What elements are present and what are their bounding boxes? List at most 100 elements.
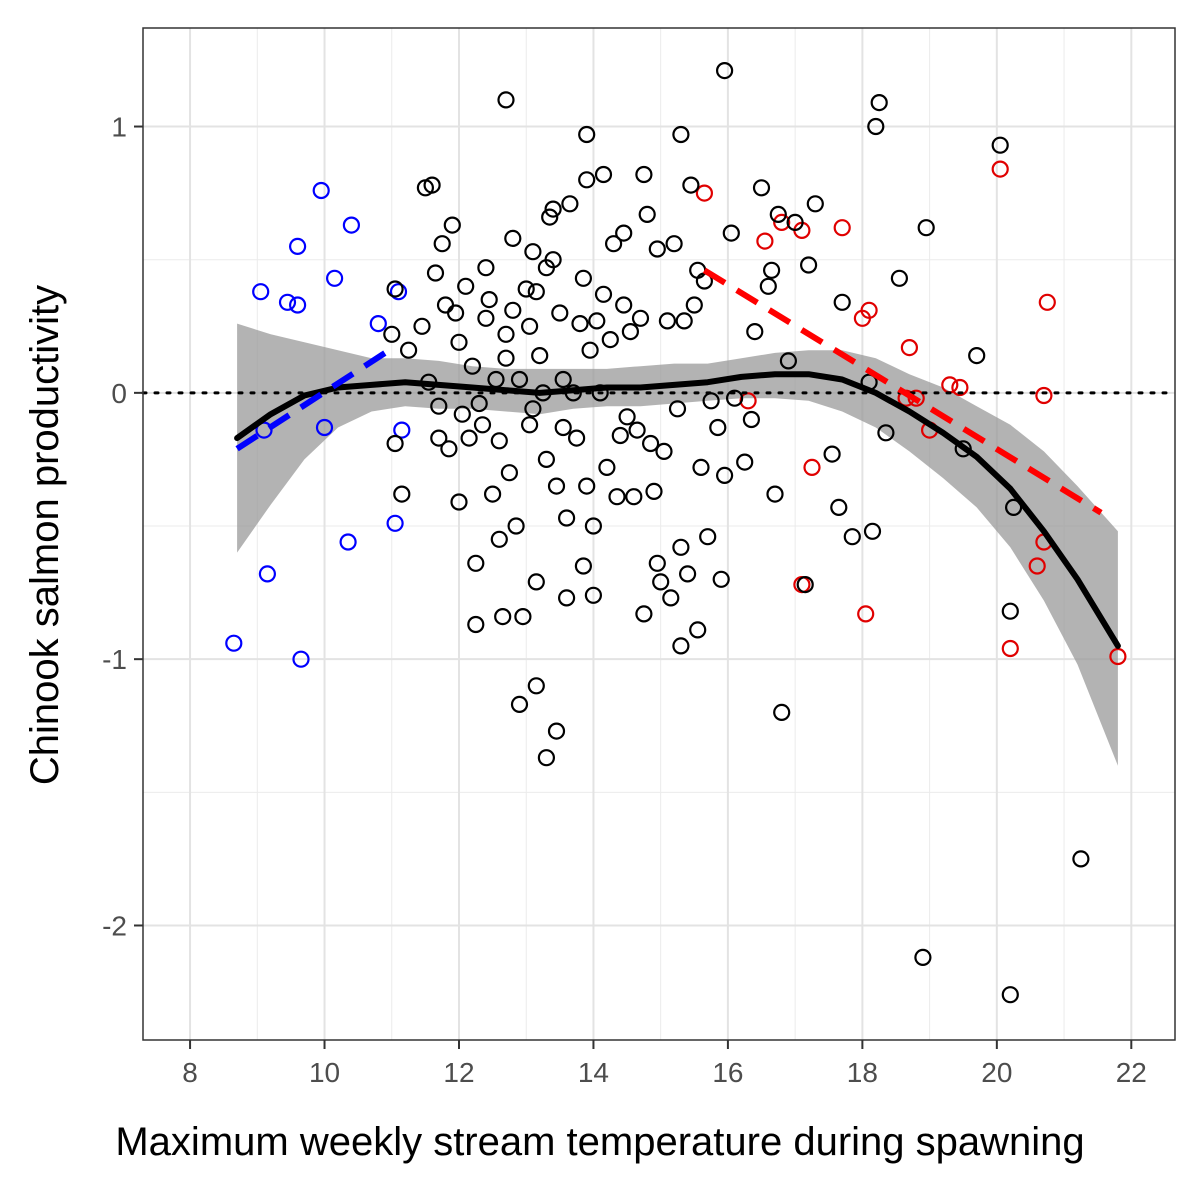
other-point <box>773 703 791 722</box>
confidence-band-layer <box>237 323 1118 766</box>
other-point <box>588 312 606 330</box>
other-point <box>484 485 502 503</box>
warm-point <box>991 160 1009 178</box>
cool-point <box>312 181 330 200</box>
other-point <box>594 165 613 184</box>
other-point <box>544 251 562 269</box>
other-point <box>581 341 599 359</box>
other-point <box>806 195 824 213</box>
other-point <box>490 530 508 548</box>
other-point <box>917 219 935 237</box>
other-point <box>463 357 481 375</box>
x-tick-label: 12 <box>443 1057 474 1088</box>
x-tick-labels: 8 10 12 14 16 18 20 22 <box>182 1057 1147 1088</box>
cool-point <box>225 634 243 652</box>
other-point <box>443 216 461 234</box>
other-point <box>662 589 680 607</box>
other-point <box>715 61 734 80</box>
other-point <box>413 317 431 335</box>
panel-border <box>142 27 1176 1041</box>
warm-point <box>860 301 878 319</box>
other-point <box>830 498 848 516</box>
cool-point <box>386 514 404 532</box>
other-point <box>685 296 703 314</box>
warm-point <box>695 184 714 202</box>
other-point <box>870 93 888 112</box>
other-point <box>490 432 508 450</box>
other-point <box>510 370 529 389</box>
other-point <box>699 528 717 546</box>
other-point <box>460 429 478 447</box>
other-point <box>692 458 710 476</box>
cool-point <box>369 315 387 333</box>
other-point <box>736 453 754 471</box>
warm-point <box>951 378 969 397</box>
other-point <box>527 677 545 695</box>
other-point <box>652 573 670 591</box>
other-point <box>665 235 683 253</box>
y-axis-title: Chinook salmon productivity <box>23 285 67 785</box>
warm-point <box>1109 647 1127 666</box>
other-point <box>544 200 562 218</box>
cool-point <box>389 283 408 301</box>
other-point <box>655 442 673 460</box>
other-point <box>621 323 640 341</box>
other-point <box>584 586 603 604</box>
other-point <box>561 195 579 213</box>
other-point <box>746 323 764 341</box>
other-point <box>1004 498 1023 516</box>
other-point <box>594 285 613 303</box>
other-point <box>752 179 771 197</box>
other-point <box>1001 986 1019 1004</box>
cool-point <box>292 650 310 668</box>
x-tick-label: 20 <box>981 1057 1012 1088</box>
other-point <box>833 293 851 311</box>
x-tick-label: 14 <box>578 1057 609 1088</box>
other-point <box>725 389 744 407</box>
other-point <box>554 370 572 389</box>
other-point <box>400 341 418 359</box>
other-point <box>500 464 518 482</box>
other-point <box>843 528 861 546</box>
other-point <box>648 554 666 572</box>
x-tick-label: 8 <box>182 1057 198 1088</box>
y-tick-label: -1 <box>102 644 127 675</box>
other-point <box>440 440 458 458</box>
other-point <box>914 948 932 967</box>
other-point <box>554 418 572 437</box>
other-point <box>635 165 653 184</box>
other-point <box>611 426 629 445</box>
other-point <box>537 450 556 468</box>
cool-point <box>289 237 307 255</box>
other-point <box>393 485 411 503</box>
other-point <box>504 229 522 247</box>
other-point <box>672 125 690 144</box>
other-point <box>954 440 972 458</box>
other-point <box>557 509 576 527</box>
other-point <box>383 325 401 343</box>
cool-point <box>315 418 334 437</box>
cool-point <box>342 216 360 234</box>
other-point <box>423 176 441 194</box>
other-point <box>497 91 515 109</box>
other-point <box>759 277 777 295</box>
other-point <box>447 304 465 322</box>
other-point <box>470 394 488 413</box>
other-point <box>531 347 549 365</box>
lines-layer <box>141 267 1177 649</box>
x-axis-title: Maximum weekly stream temperature during… <box>115 1120 1084 1164</box>
other-point <box>524 243 542 261</box>
other-point <box>473 416 492 434</box>
other-point <box>517 280 535 298</box>
other-point <box>863 522 882 540</box>
other-point <box>430 429 448 447</box>
warm-point <box>773 213 791 231</box>
other-point <box>430 397 448 415</box>
other-point <box>678 565 697 583</box>
other-point <box>578 171 596 189</box>
cool-point <box>258 565 276 583</box>
other-point <box>628 421 646 439</box>
other-point <box>799 256 818 274</box>
other-point <box>541 208 559 226</box>
